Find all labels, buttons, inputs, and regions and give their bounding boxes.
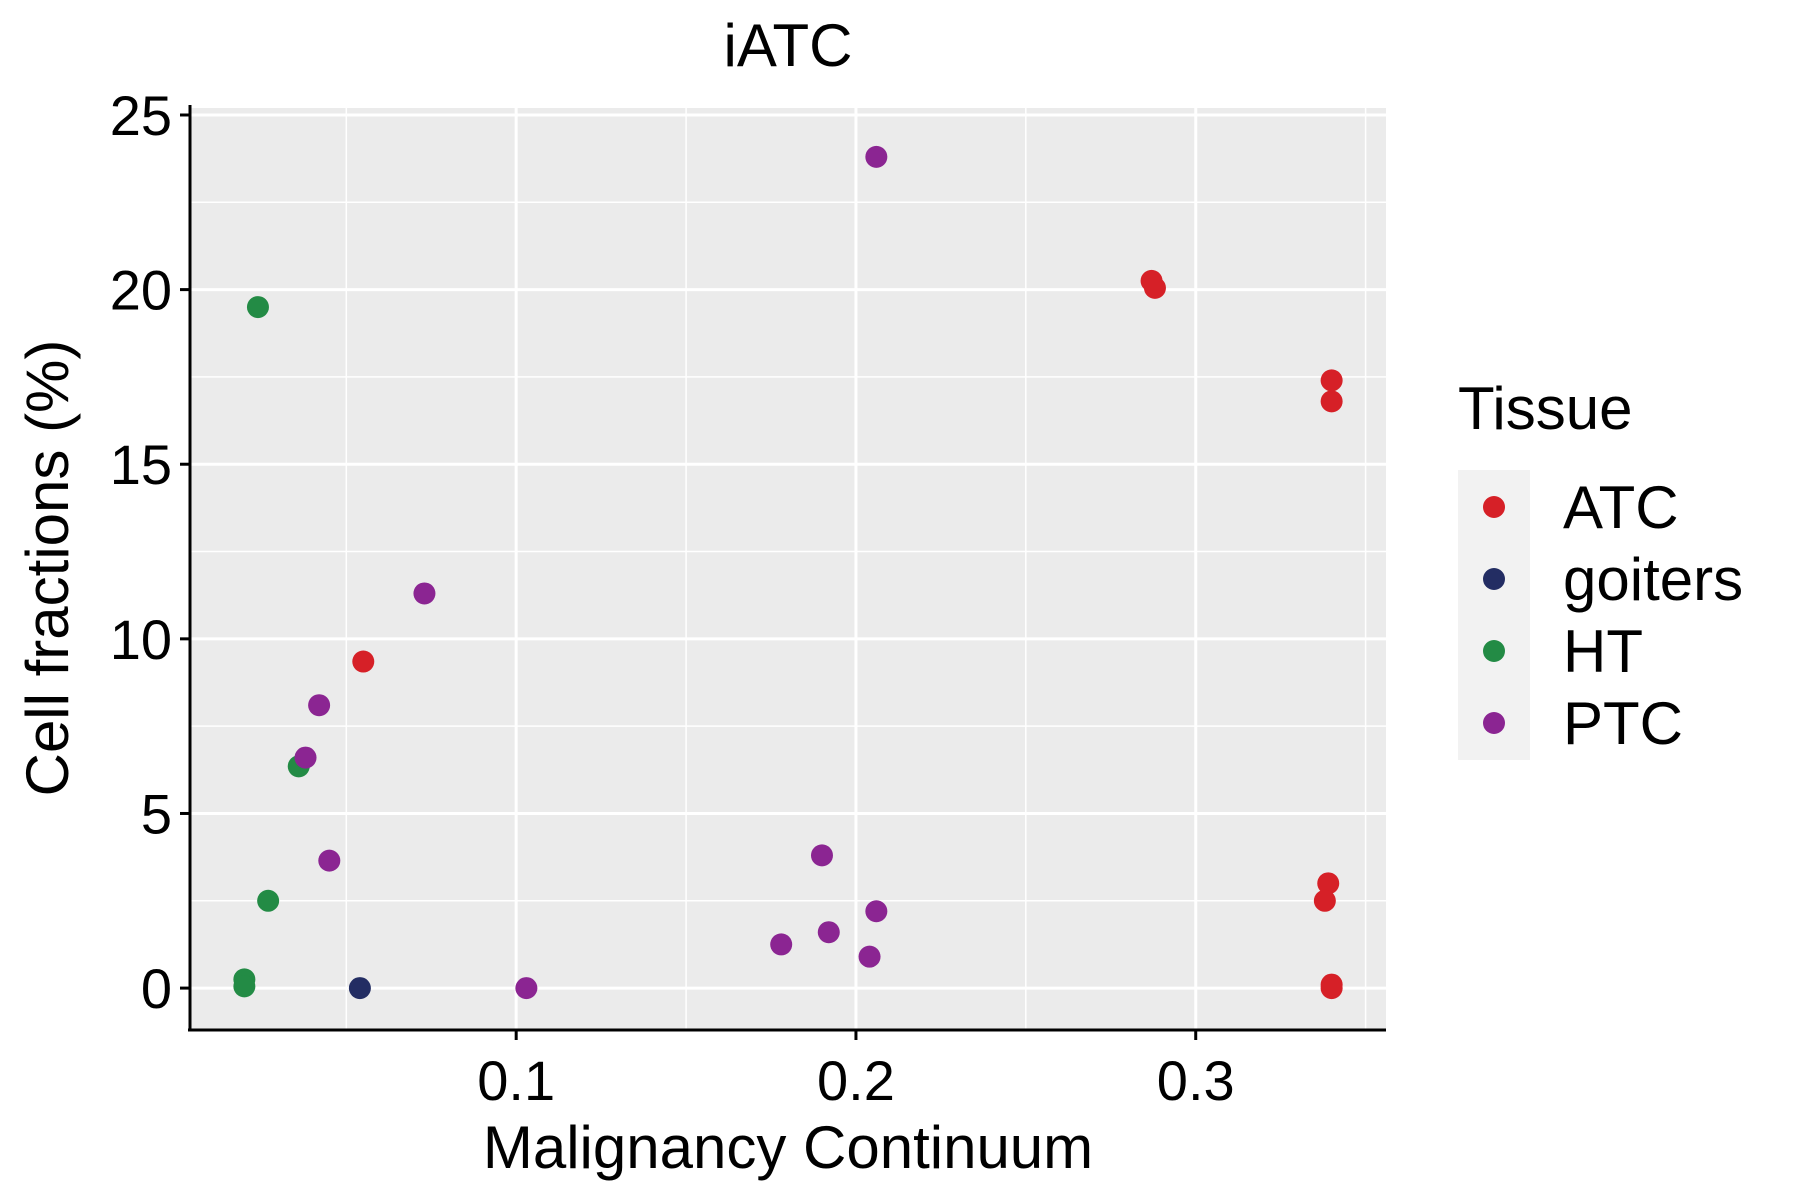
data-point-atc: [1143, 276, 1166, 299]
legend-label-ptc: PTC: [1563, 690, 1683, 757]
x-tick-label: 0.2: [817, 1049, 895, 1112]
y-tick-label: 10: [110, 608, 172, 671]
data-point-ht: [233, 975, 256, 998]
plot-panel: [190, 108, 1386, 1030]
data-point-atc: [1320, 369, 1343, 392]
axis-ticks: 0.1 0.2 0.3 0 5 10 15 20 25: [110, 84, 1235, 1112]
y-tick-label: 15: [110, 433, 172, 496]
data-point-ptc: [308, 694, 331, 717]
data-point-atc: [1320, 390, 1343, 413]
data-point-ht: [257, 889, 280, 912]
data-point-atc: [1317, 872, 1340, 895]
legend-key-ptc: [1483, 712, 1505, 734]
legend-label-goiters: goiters: [1563, 546, 1743, 613]
data-point-ptc: [770, 933, 793, 956]
legend-label-atc: ATC: [1563, 474, 1679, 541]
data-point-atc: [1313, 889, 1336, 912]
chart-title: iATC: [724, 12, 853, 79]
data-point-ptc: [858, 945, 881, 968]
data-point-ht: [246, 296, 269, 319]
legend-key-goiters: [1483, 568, 1505, 590]
data-point-atc: [352, 650, 375, 673]
y-axis-label: Cell fractions (%): [14, 340, 81, 797]
data-point-ptc: [515, 977, 538, 1000]
legend-key-ht: [1483, 640, 1505, 662]
y-tick-label: 20: [110, 259, 172, 322]
data-point-ptc: [294, 746, 317, 769]
data-point-ptc: [865, 900, 888, 923]
data-point-ptc: [865, 145, 888, 168]
data-point-ptc: [817, 921, 840, 944]
x-tick-label: 0.3: [1157, 1049, 1235, 1112]
data-point-ptc: [810, 844, 833, 867]
legend-key-atc: [1483, 496, 1505, 518]
y-tick-label: 25: [110, 84, 172, 147]
data-point-ptc: [413, 582, 436, 605]
data-point-goiters: [348, 977, 371, 1000]
x-tick-label: 0.1: [477, 1049, 555, 1112]
x-axis-label: Malignancy Continuum: [483, 1114, 1093, 1181]
y-tick-label: 0: [141, 957, 172, 1020]
y-tick-label: 5: [141, 782, 172, 845]
legend-label-ht: HT: [1563, 618, 1643, 685]
data-point-atc: [1320, 977, 1343, 1000]
data-point-ptc: [318, 849, 341, 872]
grid-lines: [190, 108, 1386, 1030]
legend-title: Tissue: [1458, 375, 1633, 442]
data-points: [233, 145, 1343, 1000]
legend-key-background: [1458, 470, 1530, 760]
